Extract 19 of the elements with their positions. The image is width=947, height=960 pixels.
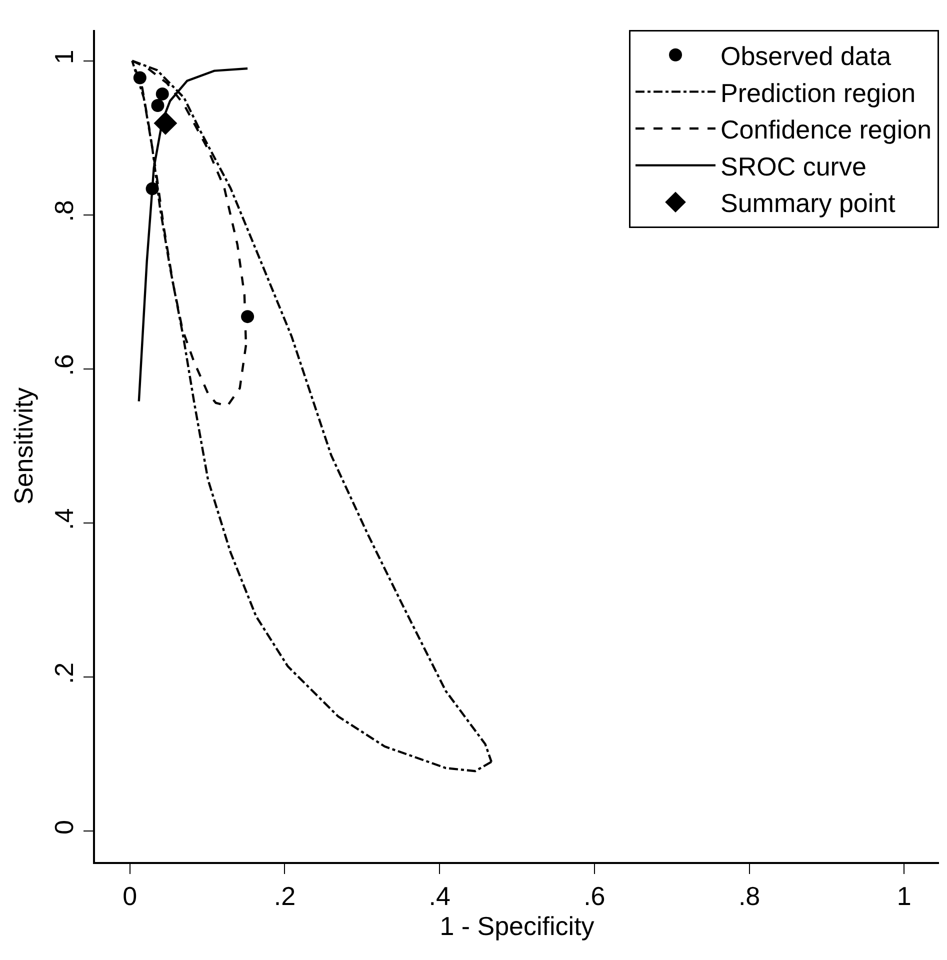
legend-label: Observed data [720, 41, 892, 72]
y-tick-label: .4 [48, 508, 79, 530]
x-tick-label: .6 [584, 880, 606, 911]
legend-label: Summary point [720, 188, 896, 218]
y-tick-label: .2 [48, 662, 79, 684]
y-tick-label: .6 [48, 354, 79, 376]
x-tick-label: .2 [274, 880, 296, 911]
x-tick-label: 1 [896, 880, 912, 911]
y-tick-label: 0 [48, 820, 79, 835]
y-tick-label: 1 [48, 50, 79, 64]
x-axis-title: 1 - Specificity [440, 910, 594, 941]
legend-label: Confidence region [720, 114, 932, 145]
legend-label: SROC curve [720, 151, 866, 182]
y-axis-title: Sensitivity [8, 387, 39, 505]
x-tick-label: 0 [122, 880, 138, 911]
x-tick-label: .4 [428, 880, 450, 911]
legend-label: Prediction region [720, 78, 916, 108]
y-tick-label: .8 [48, 200, 79, 222]
x-tick-label: .8 [738, 880, 760, 911]
